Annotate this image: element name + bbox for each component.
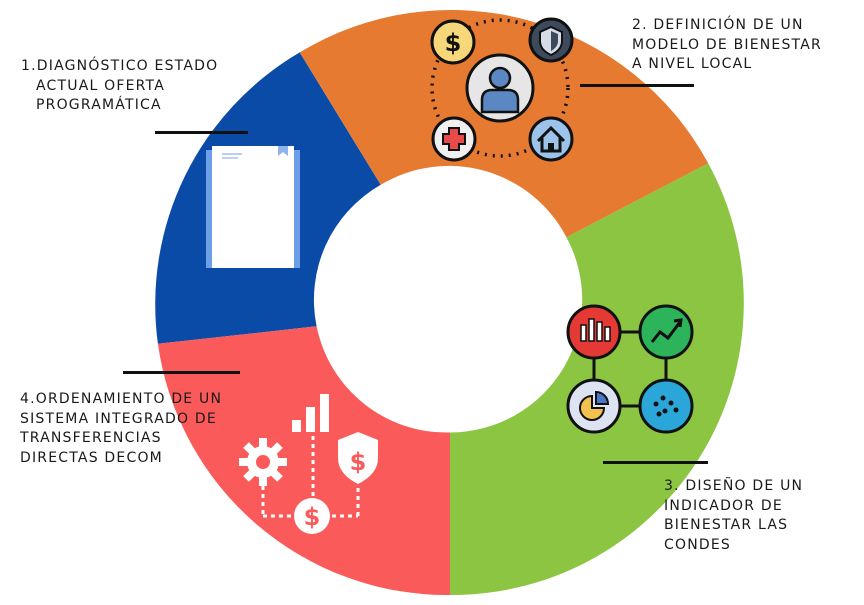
- dollar-coin-icon: $: [430, 19, 476, 65]
- wellbeing-person-icon: $: [430, 17, 574, 162]
- step-1-leader-line: [155, 131, 248, 134]
- step-2-label: 2. DEFINICIÓN DE UN MODELO DE BIENESTAR …: [632, 16, 822, 75]
- step-3-line-2: INDICADOR DE: [664, 497, 783, 514]
- home-icon: [528, 116, 574, 162]
- step-4-line-3: TRANSFERENCIAS: [20, 430, 162, 446]
- gear-icon: [239, 438, 287, 486]
- shield-dollar-icon: [338, 432, 378, 484]
- step-3-line-1: 3. DISEÑO DE UN: [664, 478, 804, 494]
- svg-text:$: $: [350, 448, 367, 476]
- step-2-line-2: MODELO DE BIENESTAR: [632, 36, 822, 53]
- segment-4-ordenamiento: [157, 326, 450, 596]
- document-icon: [206, 146, 300, 268]
- step-1-label: 1.DIAGNÓSTICO ESTADO ACTUAL OFERTA PROGR…: [21, 57, 218, 116]
- health-cross-icon: [431, 116, 477, 162]
- step-4-line-1: 4.ORDENAMIENTO DE UN: [20, 391, 223, 407]
- shield-icon: [528, 17, 574, 63]
- money-transfer-icon: $ $: [239, 394, 378, 534]
- step-1-line-1: 1.DIAGNÓSTICO ESTADO: [21, 58, 219, 74]
- step-4-line-4: DIRECTAS DECOM: [20, 449, 163, 466]
- scatter-plot-icon: [638, 378, 694, 434]
- trend-line-icon: [638, 304, 694, 360]
- bar-chart-icon: [566, 304, 622, 360]
- step-4-leader-line: [123, 371, 240, 374]
- step-3-line-4: CONDES: [664, 536, 731, 553]
- svg-text:$: $: [445, 29, 462, 57]
- step-2-line-3: A NIVEL LOCAL: [632, 56, 753, 72]
- step-4-line-2: SISTEMA INTEGRADO DE: [20, 410, 217, 427]
- svg-text:$: $: [304, 503, 321, 531]
- step-3-leader-line: [603, 461, 708, 464]
- coin-icon: [294, 498, 330, 534]
- analytics-icon: [566, 304, 694, 434]
- step-3-label: 3. DISEÑO DE UN INDICADOR DE BIENESTAR L…: [664, 477, 803, 555]
- step-1-line-3: PROGRAMÁTICA: [36, 97, 162, 113]
- pie-chart-icon: [566, 378, 622, 434]
- step-3-line-3: BIENESTAR LAS: [664, 517, 789, 533]
- step-4-label: 4.ORDENAMIENTO DE UN SISTEMA INTEGRADO D…: [20, 390, 222, 468]
- step-2-line-1: 2. DEFINICIÓN DE UN: [632, 17, 804, 33]
- segment-2-modelo: [299, 9, 709, 238]
- step-1-line-2: ACTUAL OFERTA: [36, 77, 166, 94]
- donut-hole: [317, 169, 579, 431]
- step-2-leader-line: [580, 84, 694, 87]
